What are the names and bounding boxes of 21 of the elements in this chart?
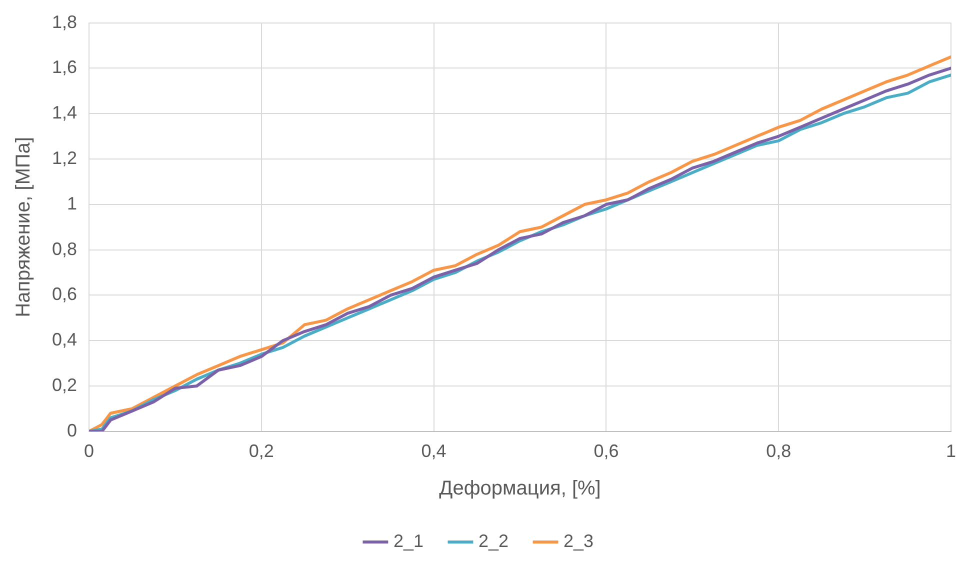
x-tick-label: 0,4 xyxy=(421,441,446,462)
y-tick-label: 1,6 xyxy=(52,57,78,78)
x-tick-label: 0 xyxy=(84,441,94,462)
legend-label: 2_2 xyxy=(478,530,509,551)
y-tick-label: 1,4 xyxy=(52,102,78,123)
x-tick-label: 1 xyxy=(946,441,956,462)
y-tick-label: 0,4 xyxy=(52,330,78,350)
y-tick-label: 1,2 xyxy=(52,148,78,168)
y-tick-label: 1 xyxy=(67,193,78,214)
x-tick-label: 0,8 xyxy=(766,441,792,462)
y-tick-label: 1,8 xyxy=(52,12,78,32)
legend-label: 2_1 xyxy=(393,530,424,551)
y-axis-title: Напряжение, [МПа] xyxy=(12,136,35,318)
y-tick-label: 0,6 xyxy=(52,284,78,304)
x-tick-label: 0,2 xyxy=(248,441,274,462)
y-tick-label: 0,2 xyxy=(52,374,78,395)
y-tick-label: 0,8 xyxy=(52,238,78,259)
y-tick-label: 0 xyxy=(67,420,78,440)
legend-label: 2_3 xyxy=(564,530,594,551)
x-axis-title: Деформация, [%] xyxy=(439,478,601,500)
x-tick-label: 0,6 xyxy=(594,441,619,462)
